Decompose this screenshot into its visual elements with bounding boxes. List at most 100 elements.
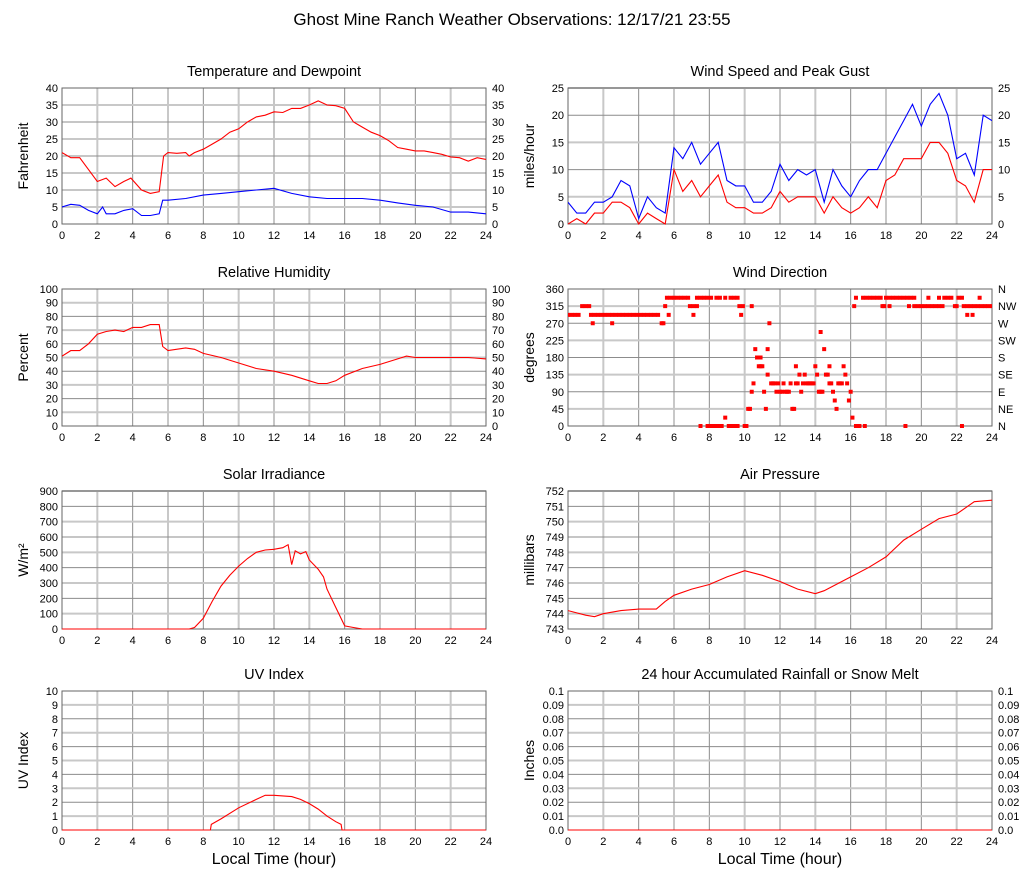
y-tick-label: 0.05	[543, 756, 564, 768]
y-tick-label: 70	[46, 325, 58, 337]
right-tick-label: 40	[492, 83, 504, 95]
right-tick-label: 10	[492, 407, 504, 419]
x-tick-label: 22	[951, 230, 963, 242]
x-tick-label: 20	[409, 836, 421, 848]
y-tick-label: 4	[52, 769, 58, 781]
x-tick-label: 14	[809, 836, 821, 848]
data-point	[587, 304, 592, 309]
x-tick-label: 22	[951, 836, 963, 848]
y-tick-label: 10	[46, 185, 58, 197]
x-tick-label: 24	[986, 836, 998, 848]
data-point	[627, 312, 632, 317]
y-axis-label: millibars	[521, 534, 537, 585]
data-point	[901, 295, 906, 300]
data-point	[868, 295, 873, 300]
y-axis-label: miles/hour	[521, 123, 537, 188]
data-point	[661, 321, 666, 326]
right-tick-label: 0.02	[998, 797, 1019, 809]
x-tick-label: 10	[739, 432, 751, 444]
data-point	[753, 347, 758, 352]
y-tick-label: 0.02	[543, 797, 564, 809]
y-tick-label: 80	[46, 311, 58, 323]
right-tick-label: S	[998, 353, 1005, 365]
y-tick-label: 100	[40, 284, 58, 296]
data-point	[968, 304, 973, 309]
data-point	[887, 304, 892, 309]
x-tick-label: 24	[480, 836, 492, 848]
x-tick-label: 6	[165, 432, 171, 444]
y-tick-label: 800	[40, 501, 58, 513]
data-point	[735, 295, 740, 300]
data-point	[908, 295, 913, 300]
data-point	[956, 295, 961, 300]
data-point	[663, 304, 668, 309]
right-tick-label: 10	[998, 165, 1010, 177]
data-point	[603, 312, 608, 317]
data-point	[875, 295, 880, 300]
data-point	[929, 304, 934, 309]
data-point	[839, 381, 844, 386]
x-tick-label: 6	[671, 635, 677, 647]
data-point	[656, 312, 661, 317]
data-point	[638, 312, 643, 317]
right-tick-label: 15	[998, 137, 1010, 149]
data-point	[664, 295, 669, 300]
data-point	[829, 381, 834, 386]
data-point	[799, 389, 804, 394]
y-tick-label: 743	[546, 624, 564, 636]
y-tick-label: 5	[558, 192, 564, 204]
x-tick-label: 16	[845, 635, 857, 647]
x-tick-label: 8	[706, 635, 712, 647]
data-point	[846, 398, 851, 403]
data-point	[926, 304, 931, 309]
y-tick-label: 40	[46, 366, 58, 378]
data-point	[634, 312, 639, 317]
x-tick-label: 20	[915, 230, 927, 242]
x-tick-label: 2	[94, 635, 100, 647]
data-point	[779, 389, 784, 394]
x-tick-label: 4	[636, 230, 642, 242]
data-point	[760, 364, 765, 369]
data-point	[744, 424, 749, 428]
data-point	[912, 304, 917, 309]
x-tick-label: 14	[809, 635, 821, 647]
series-line-1	[62, 187, 486, 217]
y-tick-label: 745	[546, 593, 564, 605]
data-point	[749, 389, 754, 394]
data-point	[882, 304, 887, 309]
series-line-1	[568, 141, 992, 225]
y-axis-label: W/m²	[15, 543, 31, 577]
y-tick-label: 744	[546, 609, 564, 621]
data-point	[719, 424, 724, 428]
data-point	[945, 295, 950, 300]
x-tick-label: 2	[94, 432, 100, 444]
data-point	[853, 295, 858, 300]
data-point	[831, 389, 835, 394]
x-tick-label: 12	[268, 836, 280, 848]
panel-title: Wind Speed and Peak Gust	[691, 64, 870, 80]
data-point	[972, 304, 977, 309]
right-tick-label: 0.01	[998, 811, 1019, 823]
y-tick-label: 0	[52, 421, 58, 433]
data-point	[965, 304, 970, 309]
data-point	[850, 415, 855, 420]
right-tick-label: 20	[492, 394, 504, 406]
data-point	[832, 398, 837, 403]
x-tick-label: 22	[445, 635, 457, 647]
x-tick-label: 2	[600, 836, 606, 848]
data-point	[739, 312, 744, 317]
right-tick-label: 25	[998, 83, 1010, 95]
y-tick-label: 135	[546, 370, 564, 382]
data-point	[596, 312, 601, 317]
right-tick-label: 15	[492, 168, 504, 180]
data-point	[937, 295, 941, 300]
right-tick-label: N	[998, 421, 1006, 433]
x-tick-label: 8	[200, 432, 206, 444]
series-line-0	[62, 100, 486, 194]
x-tick-label: 14	[303, 635, 315, 647]
right-tick-label: 0.04	[998, 769, 1019, 781]
right-tick-label: 0.1	[998, 686, 1013, 698]
data-point	[942, 295, 947, 300]
x-tick-label: 2	[600, 635, 606, 647]
